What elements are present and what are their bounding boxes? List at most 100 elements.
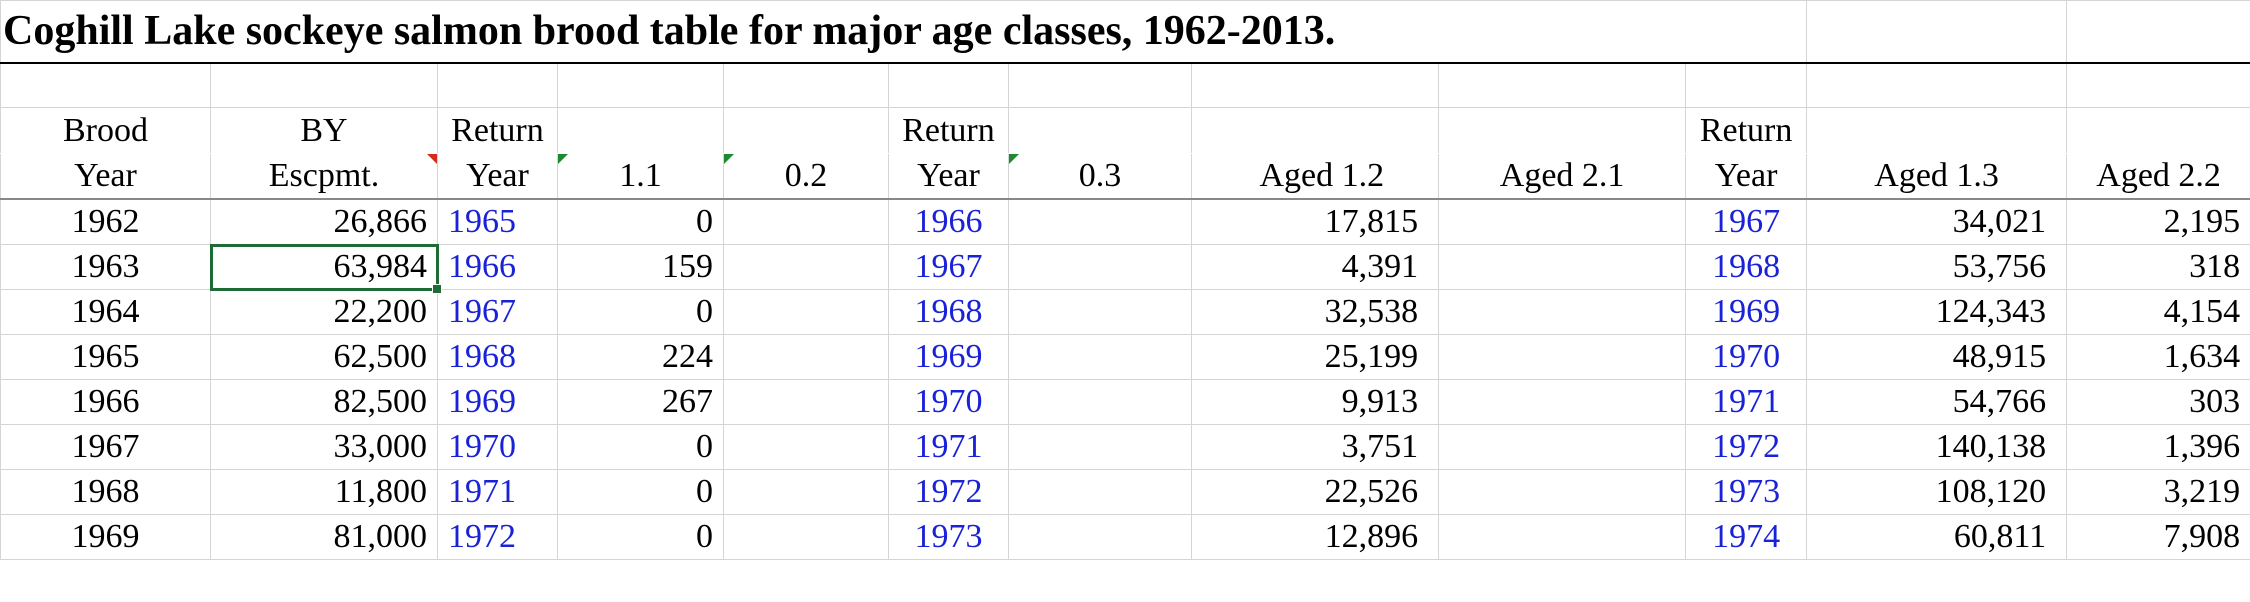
header-age-1-1[interactable]: 1.1 [557, 153, 724, 200]
cell-aged-1-3[interactable]: 60,811 [1806, 514, 2068, 560]
cell-age-0-2[interactable] [723, 244, 889, 290]
cell-aged-2-1[interactable] [1438, 469, 1687, 515]
cell-age-0-2[interactable] [723, 379, 889, 425]
cell-escpmt[interactable]: 22,200 [210, 289, 438, 335]
cell-aged-2-1[interactable] [1438, 244, 1687, 290]
cell-brood-year[interactable]: 1968 [0, 469, 211, 515]
cell-aged-2-1[interactable] [1438, 379, 1687, 425]
cell-aged-2-2[interactable]: 303 [2066, 379, 2250, 425]
cell-age-0-2[interactable] [723, 424, 889, 470]
cell-escpmt[interactable]: 81,000 [210, 514, 438, 560]
empty-cell[interactable] [2066, 0, 2250, 63]
cell-aged-2-1[interactable] [1438, 198, 1687, 245]
empty-cell[interactable] [1191, 61, 1440, 108]
cell-aged-1-2[interactable]: 4,391 [1191, 244, 1440, 290]
empty-cell[interactable] [557, 61, 724, 108]
header-aged-2-2[interactable]: Aged 2.2 [2066, 153, 2250, 200]
cell-escpmt[interactable]: 82,500 [210, 379, 438, 425]
cell-aged-1-3[interactable]: 53,756 [1806, 244, 2068, 290]
cell-aged-1-3[interactable]: 108,120 [1806, 469, 2068, 515]
cell-aged-1-2[interactable]: 22,526 [1191, 469, 1440, 515]
cell-return-year-1[interactable]: 1968 [437, 334, 558, 380]
cell-aged-1-3[interactable]: 124,343 [1806, 289, 2068, 335]
cell-brood-year[interactable]: 1962 [0, 198, 211, 245]
cell-age-1-1[interactable]: 267 [557, 379, 724, 425]
cell-age-0-2[interactable] [723, 469, 889, 515]
cell-age-1-1[interactable]: 159 [557, 244, 724, 290]
cell-age-1-1[interactable]: 0 [557, 198, 724, 245]
table-title[interactable]: Coghill Lake sockeye salmon brood table … [0, 0, 1335, 63]
cell-age-1-1[interactable]: 0 [557, 514, 724, 560]
cell-age-0-2[interactable] [723, 334, 889, 380]
empty-cell[interactable] [557, 107, 724, 154]
cell-age-0-3[interactable] [1007, 514, 1193, 560]
cell-aged-2-2[interactable]: 7,908 [2066, 514, 2250, 560]
cell-return-year-1[interactable]: 1965 [437, 198, 558, 245]
header-age-0-3[interactable]: 0.3 [1007, 153, 1193, 200]
comment-marker-icon[interactable] [427, 154, 437, 164]
empty-cell[interactable] [1007, 107, 1193, 154]
cell-aged-2-1[interactable] [1438, 514, 1687, 560]
cell-return-year-3[interactable]: 1967 [1685, 198, 1808, 245]
cell-return-year-2[interactable]: 1967 [888, 244, 1009, 290]
cell-age-0-3[interactable] [1007, 244, 1193, 290]
header-age-0-2[interactable]: 0.2 [723, 153, 889, 200]
cell-age-0-3[interactable] [1007, 379, 1193, 425]
cell-return-year-2[interactable]: 1973 [888, 514, 1009, 560]
cell-return-year-1[interactable]: 1972 [437, 514, 558, 560]
header-return-1[interactable]: Return [437, 107, 558, 154]
cell-brood-year[interactable]: 1969 [0, 514, 211, 560]
header-by[interactable]: BY [210, 107, 438, 154]
cell-return-year-3[interactable]: 1968 [1685, 244, 1808, 290]
header-ret-year-1[interactable]: Year [437, 153, 558, 200]
cell-return-year-3[interactable]: 1970 [1685, 334, 1808, 380]
cell-age-0-3[interactable] [1007, 198, 1193, 245]
empty-cell[interactable] [1438, 0, 1686, 63]
cell-aged-1-2[interactable]: 32,538 [1191, 289, 1440, 335]
cell-aged-1-3[interactable]: 48,915 [1806, 334, 2068, 380]
cell-age-0-2[interactable] [723, 289, 889, 335]
cell-return-year-2[interactable]: 1966 [888, 198, 1009, 245]
cell-return-year-1[interactable]: 1969 [437, 379, 558, 425]
empty-cell[interactable] [437, 61, 558, 108]
cell-return-year-2[interactable]: 1970 [888, 379, 1009, 425]
empty-cell[interactable] [723, 61, 889, 108]
cell-return-year-1[interactable]: 1970 [437, 424, 558, 470]
empty-cell[interactable] [210, 61, 438, 108]
cell-return-year-3[interactable]: 1971 [1685, 379, 1808, 425]
cell-return-year-2[interactable]: 1971 [888, 424, 1009, 470]
cell-aged-1-3[interactable]: 54,766 [1806, 379, 2068, 425]
cell-return-year-3[interactable]: 1972 [1685, 424, 1808, 470]
error-marker-icon[interactable] [558, 154, 568, 164]
empty-cell[interactable] [0, 61, 211, 108]
empty-cell[interactable] [1685, 0, 1808, 63]
cell-aged-1-3[interactable]: 34,021 [1806, 198, 2068, 245]
cell-brood-year[interactable]: 1967 [0, 424, 211, 470]
cell-escpmt[interactable]: 11,800 [210, 469, 438, 515]
empty-cell[interactable] [1806, 107, 2068, 154]
cell-aged-2-1[interactable] [1438, 424, 1687, 470]
header-escpmt[interactable]: Escpmt. [210, 153, 438, 200]
cell-return-year-1[interactable]: 1971 [437, 469, 558, 515]
cell-escpmt[interactable]: 63,984 [209, 243, 442, 294]
cell-age-1-1[interactable]: 0 [557, 469, 724, 515]
header-year[interactable]: Year [0, 153, 211, 200]
cell-aged-2-2[interactable]: 1,634 [2066, 334, 2250, 380]
cell-return-year-3[interactable]: 1973 [1685, 469, 1808, 515]
empty-cell[interactable] [1806, 61, 2068, 108]
cell-return-year-1[interactable]: 1966 [437, 244, 558, 290]
header-aged-1-2[interactable]: Aged 1.2 [1191, 153, 1440, 200]
error-marker-icon[interactable] [1009, 154, 1019, 164]
header-ret-year-3[interactable]: Year [1685, 153, 1808, 200]
empty-cell[interactable] [1685, 61, 1808, 108]
empty-cell[interactable] [1806, 0, 2068, 63]
cell-age-1-1[interactable]: 0 [557, 424, 724, 470]
empty-cell[interactable] [2066, 61, 2250, 108]
empty-cell[interactable] [723, 107, 889, 154]
empty-cell[interactable] [2066, 107, 2250, 154]
cell-return-year-2[interactable]: 1969 [888, 334, 1009, 380]
cell-aged-2-2[interactable]: 318 [2066, 244, 2250, 290]
cell-return-year-3[interactable]: 1974 [1685, 514, 1808, 560]
cell-aged-2-2[interactable]: 1,396 [2066, 424, 2250, 470]
